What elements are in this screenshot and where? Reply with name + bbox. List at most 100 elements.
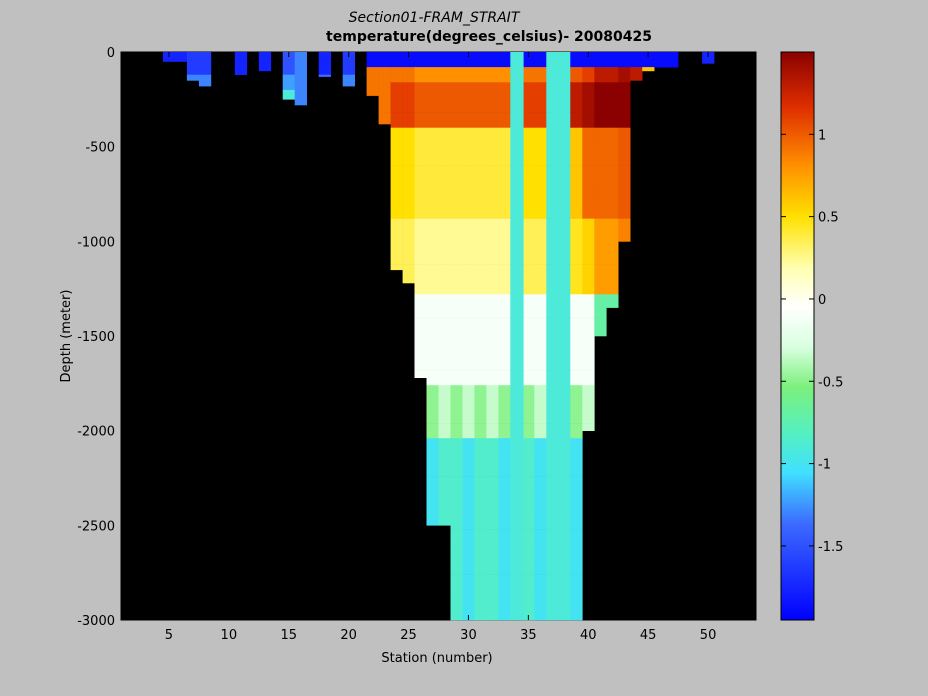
heatmap-cell (522, 514, 535, 522)
heatmap-cell (570, 188, 583, 197)
heatmap-cell (462, 582, 475, 590)
heatmap-cell (426, 317, 439, 325)
heatmap-cell (474, 233, 487, 242)
heatmap-cell (618, 150, 631, 159)
heatmap-cell (522, 476, 535, 484)
heatmap-cell (438, 256, 451, 265)
heatmap-cell (438, 82, 451, 91)
heatmap-cell (450, 339, 463, 348)
heatmap-cell (594, 294, 607, 303)
heatmap-cell (462, 233, 475, 242)
heatmap-cell (582, 195, 595, 204)
heatmap-cell (462, 551, 475, 560)
heatmap-cell (582, 370, 595, 378)
heatmap-cell (474, 324, 487, 333)
heatmap-cell (342, 74, 355, 83)
heatmap-cell (582, 105, 595, 113)
heatmap-cell (402, 67, 415, 75)
heatmap-cell (630, 74, 643, 81)
heatmap-cell (402, 105, 415, 113)
heatmap-cell (462, 173, 475, 182)
heatmap-cell (474, 423, 487, 431)
heatmap-cell (522, 105, 535, 113)
heatmap-cell (414, 89, 427, 98)
heatmap-cell (618, 165, 631, 174)
heatmap-cell (486, 415, 499, 424)
heatmap-cell (498, 491, 511, 500)
heatmap-cell (450, 574, 463, 583)
heatmap-cell (282, 82, 295, 91)
heatmap-cell (426, 309, 439, 318)
heatmap-cell (522, 120, 535, 129)
heatmap-cell (426, 67, 439, 75)
heatmap-cell (522, 385, 535, 394)
heatmap-cell (498, 332, 511, 341)
heatmap-cell (618, 188, 631, 197)
heatmap-cell (438, 423, 451, 431)
heatmap-cell (486, 271, 499, 280)
heatmap-cell (474, 498, 487, 507)
heatmap-cell (570, 105, 583, 113)
heatmap-cell (534, 120, 547, 129)
heatmap-cell (462, 354, 475, 363)
heatmap-cell (426, 362, 439, 371)
x-axis-label: Station (number) (381, 651, 492, 666)
heatmap-cell (486, 559, 499, 568)
heatmap-cell (462, 438, 475, 447)
heatmap-cell (390, 67, 403, 75)
heatmap-cell (594, 218, 607, 227)
heatmap-cell (234, 59, 248, 68)
heatmap-cell (402, 165, 415, 174)
heatmap-cell (618, 233, 631, 242)
heatmap-cell (450, 400, 463, 409)
heatmap-cell (498, 264, 511, 272)
heatmap-cell (570, 233, 583, 242)
heatmap-cell (486, 59, 499, 68)
heatmap-cell (450, 188, 463, 197)
heatmap-cell (606, 286, 619, 295)
heatmap-cell (414, 67, 427, 75)
x-tick-label: 45 (640, 628, 657, 643)
heatmap-cell (498, 301, 511, 310)
heatmap-cell (486, 423, 499, 431)
heatmap-cell (570, 89, 583, 98)
heatmap-cell (438, 279, 451, 288)
heatmap-cell (570, 514, 583, 522)
heatmap-cell (618, 97, 631, 106)
heatmap-cell (522, 286, 535, 295)
heatmap-cell (606, 158, 619, 166)
heatmap-cell (522, 59, 535, 68)
heatmap-cell (426, 271, 439, 280)
heatmap-cell (426, 52, 439, 60)
heatmap-cell (534, 612, 547, 621)
heatmap-cell (474, 559, 487, 568)
heatmap-cell (498, 589, 511, 598)
x-tick-label: 15 (280, 628, 297, 643)
heatmap-cell (570, 339, 583, 348)
heatmap-cell (462, 59, 475, 68)
heatmap-cell (426, 188, 439, 197)
heatmap-cell (450, 271, 463, 280)
heatmap-cell (378, 74, 391, 83)
heatmap-cell (450, 309, 463, 318)
heatmap-cell (522, 158, 535, 166)
heatmap-cell (474, 82, 487, 91)
heatmap-cell (618, 82, 631, 91)
heatmap-cell (198, 52, 212, 60)
heatmap-cell (486, 89, 499, 98)
heatmap-cell (462, 476, 475, 484)
heatmap-cell (618, 226, 631, 235)
heatmap-cell (390, 248, 403, 257)
heatmap-cell (498, 476, 511, 484)
heatmap-cell (498, 574, 511, 583)
heatmap-cell (294, 52, 307, 60)
heatmap-cell (534, 286, 547, 295)
heatmap-cell (522, 453, 535, 462)
heatmap-cell (582, 226, 595, 235)
heatmap-cell (462, 445, 475, 454)
heatmap-cell (618, 211, 631, 219)
heatmap-cell (570, 264, 583, 272)
heatmap-cell (450, 430, 463, 439)
heatmap-cell (570, 529, 583, 537)
heatmap-cell (426, 248, 439, 257)
